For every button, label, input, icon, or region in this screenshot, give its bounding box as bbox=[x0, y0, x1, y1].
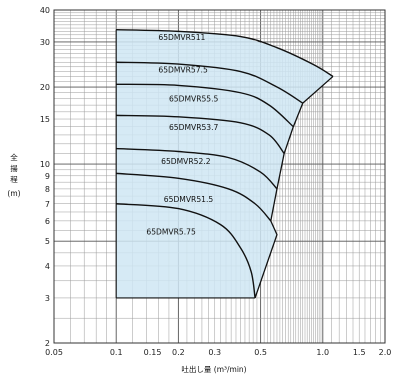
y-tick-label: 20 bbox=[40, 83, 50, 92]
x-tick-label: 0.1 bbox=[110, 348, 123, 357]
series-label-3: 65DMVR53.7 bbox=[169, 123, 219, 132]
series-label-0: 65DMVR511 bbox=[158, 33, 205, 42]
y-tick-label: 15 bbox=[40, 115, 50, 124]
y-tick-label: 6 bbox=[45, 217, 50, 226]
x-tick-label: 0.05 bbox=[45, 348, 63, 357]
series-curve-1 bbox=[116, 61, 304, 104]
operating-region-fill bbox=[116, 29, 333, 298]
y-tick-label: 10 bbox=[40, 160, 50, 169]
x-tick-label: 0.3 bbox=[208, 348, 221, 357]
series-curve-0 bbox=[116, 29, 334, 78]
x-tick-labels: 0.05 0.1 0.15 0.2 0.3 0.5 1.0 1.5 2.0 bbox=[45, 348, 391, 357]
series-label-5: 65DMVR51.5 bbox=[164, 195, 214, 204]
y-axis-title-1: 全 bbox=[10, 152, 18, 162]
y-tick-labels: 2 3 4 5 6 7 8 9 10 15 20 30 40 bbox=[40, 6, 50, 348]
series-labels: 65DMVR511 65DMVR57.5 65DMVR55.5 65DMVR53.7 6… bbox=[146, 33, 218, 237]
plot-frame bbox=[53, 9, 386, 344]
series-curve-2 bbox=[116, 83, 294, 128]
limit-line bbox=[254, 75, 334, 299]
axis-titles: 吐出し量 (m³/min) 全 揚 程 (m) bbox=[7, 152, 246, 374]
y-tick-label: 30 bbox=[40, 38, 50, 47]
series-label-6: 65DMVR5.75 bbox=[146, 228, 196, 237]
y-tick-label: 4 bbox=[45, 262, 50, 271]
y-tick-label: 40 bbox=[40, 6, 50, 15]
y-axis-title-2: 揚 bbox=[10, 163, 18, 173]
y-tick-label: 5 bbox=[45, 237, 50, 246]
y-axis-title-3: 程 bbox=[10, 175, 18, 184]
y-tick-label: 7 bbox=[45, 200, 50, 209]
y-tick-label: 9 bbox=[45, 172, 50, 181]
x-tick-label: 1.0 bbox=[316, 348, 329, 357]
x-tick-label: 2.0 bbox=[379, 348, 392, 357]
series-label-4: 65DMVR52.2 bbox=[161, 157, 211, 166]
performance-curves bbox=[115, 29, 334, 299]
series-curve-5 bbox=[116, 172, 272, 222]
series-curve-6 bbox=[116, 203, 256, 299]
x-tick-label: 0.2 bbox=[172, 348, 185, 357]
operating-region bbox=[116, 29, 333, 298]
x-tick-label: 1.5 bbox=[353, 348, 366, 357]
y-tick-label: 3 bbox=[45, 294, 50, 303]
y-tick-label: 8 bbox=[45, 185, 50, 194]
x-axis-title: 吐出し量 (m³/min) bbox=[181, 364, 246, 374]
x-tick-label: 0.15 bbox=[144, 348, 162, 357]
plot-border bbox=[53, 9, 386, 344]
series-label-2: 65DMVR55.5 bbox=[169, 94, 219, 103]
series-curve-3 bbox=[116, 114, 285, 154]
y-tick-label: 2 bbox=[45, 339, 50, 348]
series-curve-4 bbox=[116, 147, 278, 190]
series-label-1: 65DMVR57.5 bbox=[158, 65, 208, 74]
y-axis-title-unit: (m) bbox=[7, 189, 20, 198]
x-tick-label: 0.5 bbox=[254, 348, 267, 357]
